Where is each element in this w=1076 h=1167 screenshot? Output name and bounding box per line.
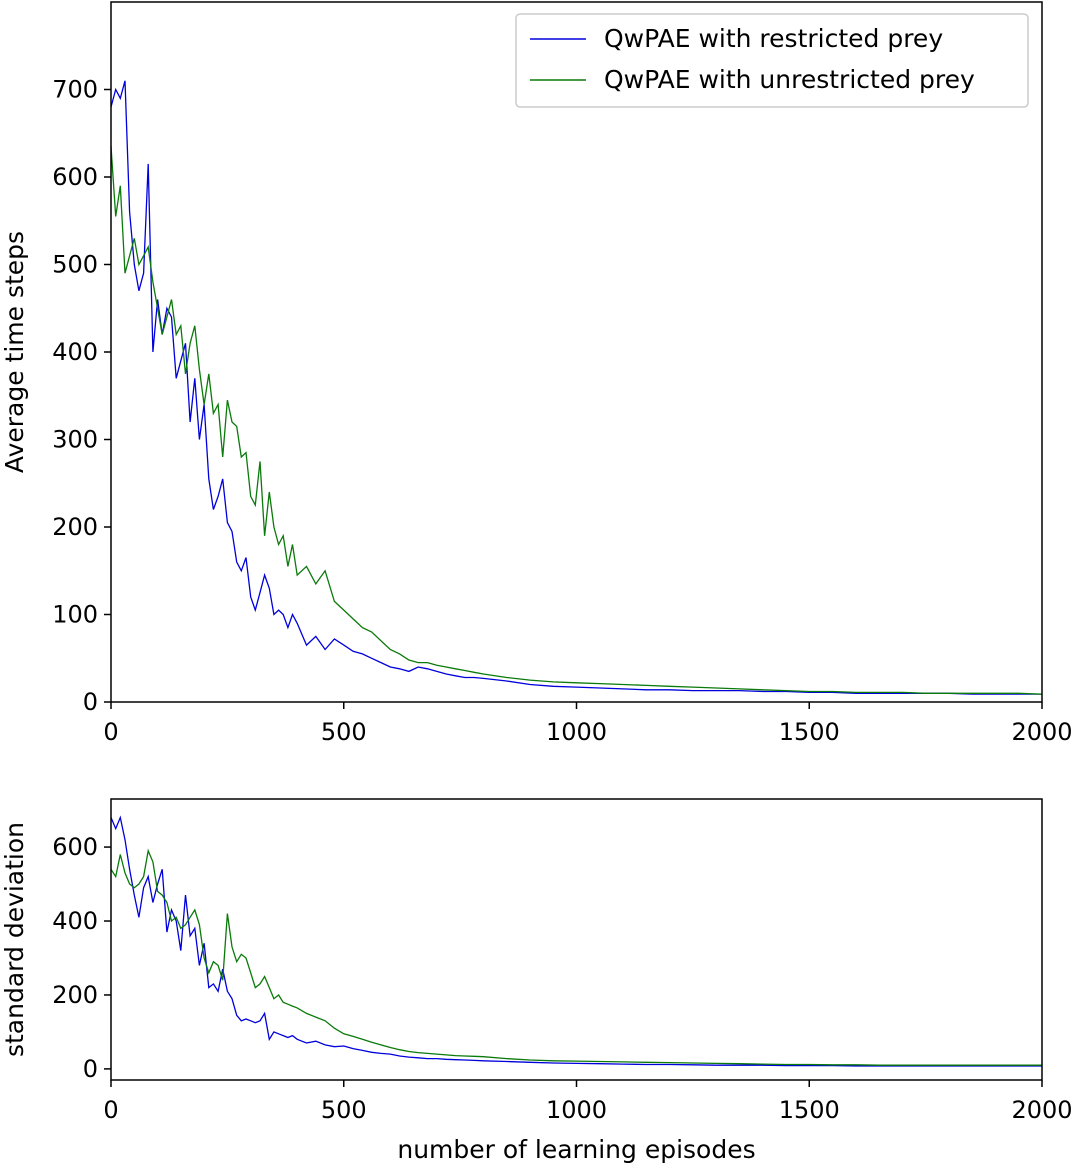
y-tick-label: 500 [52, 251, 98, 279]
y-tick-label: 300 [52, 426, 98, 454]
series-line-unrestricted-prey [110, 146, 1043, 695]
top-plot-average-time-steps: 0 500 1000 1500 2000 0 100 200 300 400 500 600 700 Av… [0, 1, 1073, 746]
x-tick-label: 2000 [1011, 718, 1072, 746]
x-tick-label: 500 [321, 1096, 367, 1124]
x-tick-label: 1500 [779, 1096, 840, 1124]
x-tick-label: 0 [103, 1096, 118, 1124]
x-axis-label: number of learning episodes [397, 1135, 755, 1164]
y-tick-label: 0 [83, 1055, 98, 1083]
y-tick-label: 200 [52, 513, 98, 541]
x-tick-label: 1500 [779, 718, 840, 746]
y-tick-label: 200 [52, 981, 98, 1009]
y-tick-label: 100 [52, 601, 98, 629]
series-line-unrestricted-prey [110, 848, 1042, 1066]
x-tick-label: 2000 [1011, 1096, 1072, 1124]
y-tick-label: 600 [52, 833, 98, 861]
bottom-plot-standard-deviation: 0 500 1000 1500 2000 0 200 400 600 standard devia… [0, 798, 1073, 1164]
x-tick-label: 1000 [546, 718, 607, 746]
legend-entry-label: QwPAE with restricted prey [604, 24, 943, 53]
y-axis-label: Average time steps [0, 231, 29, 473]
x-tick-label: 500 [321, 718, 367, 746]
legend: QwPAE with restricted prey QwPAE with unr… [515, 13, 1029, 108]
series-line-restricted-prey [110, 80, 1042, 695]
y-tick-label: 400 [52, 907, 98, 935]
y-tick-label: 0 [83, 688, 98, 716]
axes-frame [110, 798, 1043, 1081]
x-tick-label: 1000 [546, 1096, 607, 1124]
x-tick-label: 0 [103, 718, 118, 746]
legend-entry-label: QwPAE with unrestricted prey [604, 65, 975, 94]
y-tick-label: 400 [52, 338, 98, 366]
legend-box [515, 13, 1029, 108]
y-tick-label: 600 [52, 163, 98, 191]
y-axis-label: standard deviation [0, 822, 29, 1057]
series-line-restricted-prey [110, 815, 1042, 1067]
y-tick-label: 700 [52, 76, 98, 104]
